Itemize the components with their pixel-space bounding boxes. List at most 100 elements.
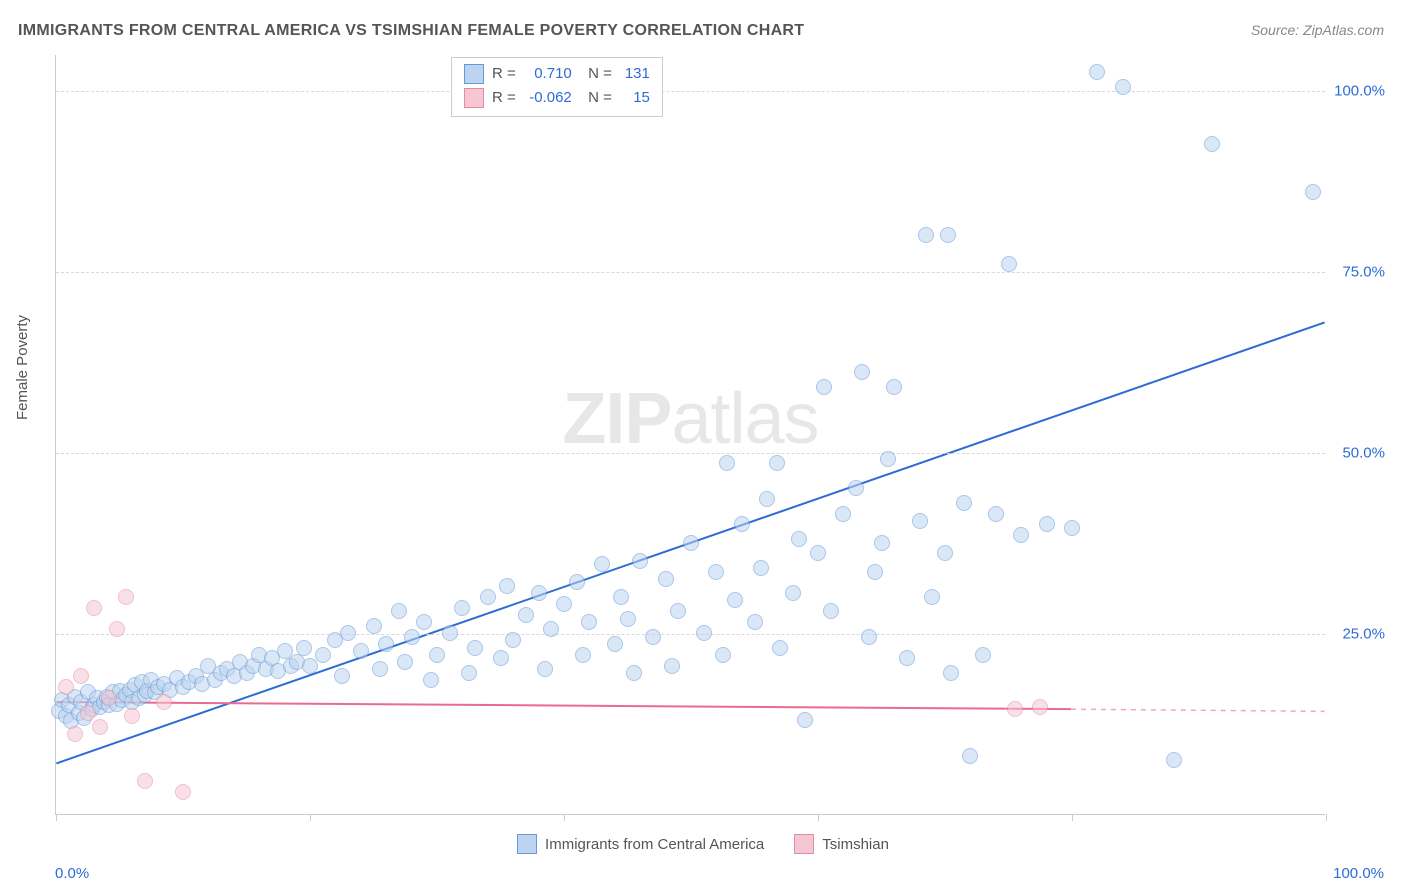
data-point — [101, 690, 117, 706]
data-point — [772, 640, 788, 656]
data-point — [493, 650, 509, 666]
r-label: R = — [492, 62, 516, 86]
x-tick — [1326, 814, 1327, 821]
data-point — [823, 603, 839, 619]
data-point — [626, 665, 642, 681]
data-point — [943, 665, 959, 681]
swatch-icon — [517, 834, 537, 854]
data-point — [835, 506, 851, 522]
legend-row-series-1: R = 0.710 N = 131 — [464, 62, 650, 86]
data-point — [80, 705, 96, 721]
data-point — [334, 668, 350, 684]
gridline — [56, 91, 1325, 92]
data-point — [391, 603, 407, 619]
data-point — [1166, 752, 1182, 768]
chart-title: IMMIGRANTS FROM CENTRAL AMERICA VS TSIMS… — [18, 22, 804, 40]
swatch-icon — [464, 88, 484, 108]
data-point — [581, 614, 597, 630]
data-point — [769, 455, 785, 471]
data-point — [747, 614, 763, 630]
y-tick-label: 100.0% — [1330, 83, 1385, 100]
data-point — [499, 578, 515, 594]
data-point — [918, 227, 934, 243]
data-point — [569, 574, 585, 590]
data-point — [607, 636, 623, 652]
legend-series: Immigrants from Central America Tsimshia… — [0, 834, 1406, 854]
gridline — [56, 634, 1325, 635]
data-point — [480, 589, 496, 605]
data-point — [956, 495, 972, 511]
data-point — [719, 455, 735, 471]
data-point — [137, 773, 153, 789]
data-point — [988, 506, 1004, 522]
n-label: N = — [580, 86, 612, 110]
data-point — [874, 535, 890, 551]
data-point — [912, 513, 928, 529]
n-value-1: 131 — [620, 62, 650, 86]
swatch-icon — [794, 834, 814, 854]
data-point — [645, 629, 661, 645]
series-name-2: Tsimshian — [822, 836, 889, 853]
data-point — [816, 379, 832, 395]
legend-stats: R = 0.710 N = 131 R = -0.062 N = 15 — [451, 57, 663, 117]
data-point — [73, 668, 89, 684]
data-point — [727, 592, 743, 608]
data-point — [880, 451, 896, 467]
data-point — [461, 665, 477, 681]
data-point — [67, 726, 83, 742]
data-point — [543, 621, 559, 637]
x-tick — [310, 814, 311, 821]
y-tick-label: 50.0% — [1330, 445, 1385, 462]
data-point — [156, 694, 172, 710]
data-point — [696, 625, 712, 641]
data-point — [797, 712, 813, 728]
legend-row-series-2: R = -0.062 N = 15 — [464, 86, 650, 110]
data-point — [1007, 701, 1023, 717]
data-point — [785, 585, 801, 601]
data-point — [899, 650, 915, 666]
data-point — [429, 647, 445, 663]
data-point — [86, 600, 102, 616]
r-value-2: -0.062 — [524, 86, 572, 110]
data-point — [416, 614, 432, 630]
swatch-icon — [464, 64, 484, 84]
data-point — [937, 545, 953, 561]
source-label: Source: ZipAtlas.com — [1251, 22, 1384, 38]
data-point — [924, 589, 940, 605]
data-point — [962, 748, 978, 764]
data-point — [315, 647, 331, 663]
data-point — [1001, 256, 1017, 272]
data-point — [861, 629, 877, 645]
data-point — [58, 679, 74, 695]
x-tick — [818, 814, 819, 821]
data-point — [664, 658, 680, 674]
data-point — [753, 560, 769, 576]
data-point — [594, 556, 610, 572]
r-label: R = — [492, 86, 516, 110]
data-point — [867, 564, 883, 580]
data-point — [854, 364, 870, 380]
legend-item-2: Tsimshian — [794, 834, 889, 854]
data-point — [340, 625, 356, 641]
y-tick-label: 25.0% — [1330, 626, 1385, 643]
data-point — [118, 589, 134, 605]
data-point — [537, 661, 553, 677]
data-point — [366, 618, 382, 634]
data-point — [715, 647, 731, 663]
gridline — [56, 272, 1325, 273]
data-point — [613, 589, 629, 605]
data-point — [442, 625, 458, 641]
gridline — [56, 453, 1325, 454]
data-point — [531, 585, 547, 601]
x-tick — [564, 814, 565, 821]
data-point — [810, 545, 826, 561]
data-point — [1039, 516, 1055, 532]
data-point — [467, 640, 483, 656]
x-tick — [56, 814, 57, 821]
data-point — [683, 535, 699, 551]
data-point — [404, 629, 420, 645]
data-point — [518, 607, 534, 623]
data-point — [92, 719, 108, 735]
n-label: N = — [580, 62, 612, 86]
data-point — [372, 661, 388, 677]
